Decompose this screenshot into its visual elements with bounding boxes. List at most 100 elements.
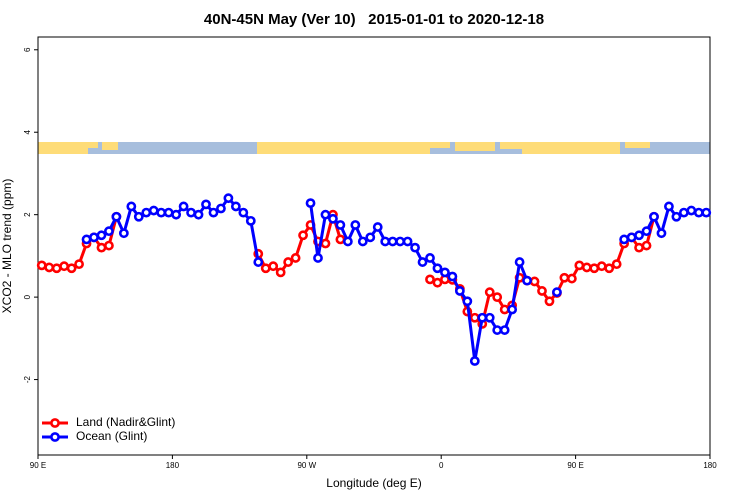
data-point [589,263,600,274]
data-point [357,236,368,247]
data-point [395,236,406,247]
x-tick-label: 0 [439,461,444,470]
data-point [432,277,443,288]
legend-label: Land (Nadir&Glint) [76,415,175,429]
data-point [380,236,391,247]
data-point [559,272,570,283]
x-tick-label: 90 E [567,461,583,470]
y-tick-label: -2 [23,375,32,383]
data-point [163,207,174,218]
data-point [81,234,92,245]
data-point [126,201,137,212]
data-point [514,257,525,267]
data-point [604,263,615,274]
data-point [51,263,62,274]
y-tick-label: 2 [23,212,32,217]
data-point [59,261,70,272]
plot-frame [37,36,711,456]
data-point [148,205,159,216]
data-point [410,242,420,253]
data-point [649,211,659,222]
data-point [611,259,622,270]
x-axis-label: Longitude (deg E) [326,476,421,490]
data-point [469,312,480,323]
y-tick-label: 6 [23,47,32,52]
data-point [335,220,346,230]
data-point [133,211,144,222]
legend-marker [50,418,60,428]
y-axis-label: XCO2 - MLO trend (ppm) [0,179,14,314]
legend-label: Ocean (Glint) [76,429,147,443]
data-point [656,228,667,239]
data-point [641,240,652,251]
data-point [566,273,577,284]
data-point [245,215,256,226]
data-point [156,207,167,218]
data-point [432,263,443,274]
data-point [171,209,182,220]
data-point [216,203,226,214]
data-point [66,263,77,274]
data-point [484,312,495,323]
data-point [36,260,47,271]
data-point [89,232,99,243]
data-point [634,230,644,241]
data-point [440,267,450,278]
data-point [253,257,264,267]
data-point [96,242,107,253]
data-point [201,199,211,210]
data-point [664,201,674,212]
data-point [552,287,562,298]
data-point [477,312,488,323]
data-point [118,228,129,239]
x-tick-label: 180 [166,461,180,470]
data-point [305,198,316,209]
data-point [417,257,428,267]
data-point [111,211,122,222]
data-point [104,226,114,237]
data-point [283,257,294,267]
data-point [537,286,547,296]
data-point [342,236,353,247]
x-tick-label: 90 E [30,461,46,470]
data-point [223,193,234,204]
data-point [44,262,55,273]
data-point [402,236,413,247]
data-point [275,267,286,278]
data-point [499,325,510,335]
data-point [499,304,510,315]
chart-title: 40N-45N May (Ver 10) 2015-01-01 to 2020-… [204,11,544,28]
data-point [104,240,114,251]
data-point [544,296,555,307]
data-point [298,230,308,241]
data-point [238,207,249,218]
data-point [96,230,107,241]
data-point [469,356,480,366]
data-point [186,207,196,218]
data-point [208,207,219,218]
data-point [492,325,503,335]
data-point [320,209,331,220]
data-point [596,261,607,272]
data-point [290,253,301,263]
data-point [365,232,376,243]
data-point [350,220,361,230]
data-point [260,263,271,274]
legend-marker [50,432,60,442]
y-tick-label: 4 [23,129,32,134]
data-point [425,253,435,263]
data-point [387,236,398,247]
data-point [522,275,532,286]
data-point [507,304,518,315]
x-tick-label: 90 W [297,461,316,470]
data-point [693,207,704,218]
data-point [462,296,473,307]
data-point [626,232,637,243]
data-point [447,271,458,282]
data-point [492,292,503,303]
data-point [335,234,346,245]
data-point [529,276,540,287]
data-point [484,287,495,298]
